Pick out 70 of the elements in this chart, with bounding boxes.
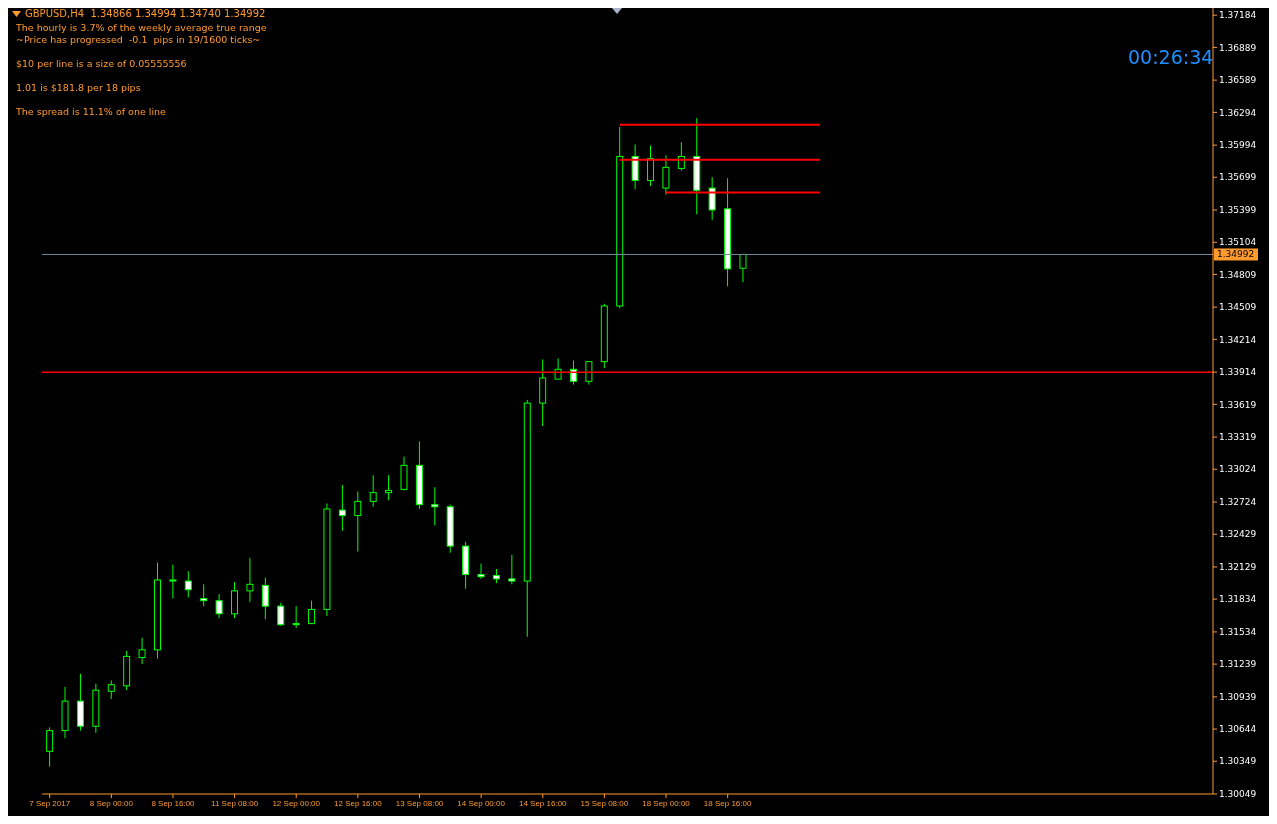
y-tick-label: 1.36889: [1219, 42, 1257, 53]
x-tick-label: 13 Sep 08:00: [395, 798, 444, 808]
annotation: $10 per line is a size of 0.05555556: [16, 58, 187, 69]
x-tick-label: 18 Sep 16:00: [703, 798, 752, 808]
y-tick-label: 1.32429: [1219, 529, 1257, 540]
candlestick: [184, 570, 192, 598]
y-tick-label: 1.34509: [1219, 302, 1257, 313]
y-tick-label: 1.30939: [1219, 692, 1257, 703]
candlestick: [508, 554, 516, 585]
candlestick: [246, 557, 254, 603]
candlestick: [662, 154, 670, 196]
candlestick: [215, 593, 223, 619]
y-tick-label: 1.36589: [1219, 75, 1257, 86]
y-tick-label: 1.31834: [1219, 594, 1257, 605]
candlestick: [46, 726, 54, 768]
y-tick-label: 1.35699: [1219, 172, 1257, 183]
annotation: The spread is 11.1% of one line: [16, 106, 166, 117]
x-tick-label: 12 Sep 00:00: [272, 798, 321, 808]
annotation: ~Price has progressed -0.1 pips in 19/1600 ticks~: [16, 34, 261, 45]
x-tick-label: 18 Sep 00:00: [642, 798, 691, 808]
candlestick: [292, 605, 300, 629]
candlestick: [369, 474, 377, 508]
candlestick: [277, 602, 285, 627]
ref-line-label: 1.34992: [1217, 249, 1255, 260]
annotation: The hourly is 3.7% of the weekly average true range: [16, 22, 267, 33]
y-tick-label: 1.33024: [1219, 464, 1257, 475]
y-tick-label: 1.32129: [1219, 562, 1257, 573]
candlestick: [585, 361, 593, 386]
candlestick: [647, 145, 655, 187]
candlestick: [200, 583, 208, 607]
candlestick: [354, 491, 362, 553]
y-tick-label: 1.31534: [1219, 627, 1257, 638]
y-tick-label: 1.33914: [1219, 367, 1257, 378]
y-tick-label: 1.36294: [1219, 107, 1257, 118]
x-tick-label: 12 Sep 16:00: [334, 798, 383, 808]
y-tick-label: 1.35104: [1219, 237, 1257, 248]
candlestick: [231, 581, 239, 619]
y-tick-label: 1.33319: [1219, 432, 1257, 443]
y-tick-label: 1.33619: [1219, 399, 1257, 410]
candlestick: [431, 486, 439, 526]
annotation: 1.01 is $181.8 per 18 pips: [16, 82, 141, 93]
candlestick: [261, 577, 269, 620]
y-tick-label: 1.32724: [1219, 497, 1257, 508]
x-tick-label: 8 Sep 00:00: [89, 798, 134, 808]
y-tick-label: 1.31239: [1219, 659, 1257, 670]
candlestick: [107, 679, 115, 700]
y-tick-label: 1.34214: [1219, 334, 1257, 345]
candlestick: [308, 600, 316, 625]
y-tick-label: 1.34809: [1219, 269, 1257, 280]
annotation: 00:26:34: [1128, 46, 1214, 68]
candlestick: [338, 484, 346, 532]
x-tick-label: 8 Sep 16:00: [151, 798, 196, 808]
candlestick: [477, 563, 485, 580]
candlestick: [138, 637, 146, 665]
x-tick-label: 14 Sep 00:00: [457, 798, 506, 808]
x-tick-label: 11 Sep 08:00: [211, 798, 259, 808]
candlestick: [385, 474, 393, 501]
y-tick-label: 1.37184: [1219, 10, 1257, 21]
y-tick-label: 1.30644: [1219, 724, 1257, 735]
x-tick-label: 14 Sep 16:00: [518, 798, 568, 808]
x-tick-label: 15 Sep 08:00: [580, 798, 629, 808]
y-tick-label: 1.30349: [1219, 756, 1257, 767]
candlestick: [739, 253, 747, 283]
y-tick-label: 1.35399: [1219, 205, 1257, 216]
chart-title: GBPUSD,H4 1.34866 1.34994 1.34740 1.34992: [25, 8, 266, 19]
y-tick-label: 1.35994: [1219, 140, 1257, 151]
y-tick-label: 1.30049: [1219, 789, 1257, 800]
candlestick: [169, 564, 177, 600]
candlestick: [708, 176, 716, 221]
x-tick-label: 7 Sep 2017: [29, 798, 71, 808]
